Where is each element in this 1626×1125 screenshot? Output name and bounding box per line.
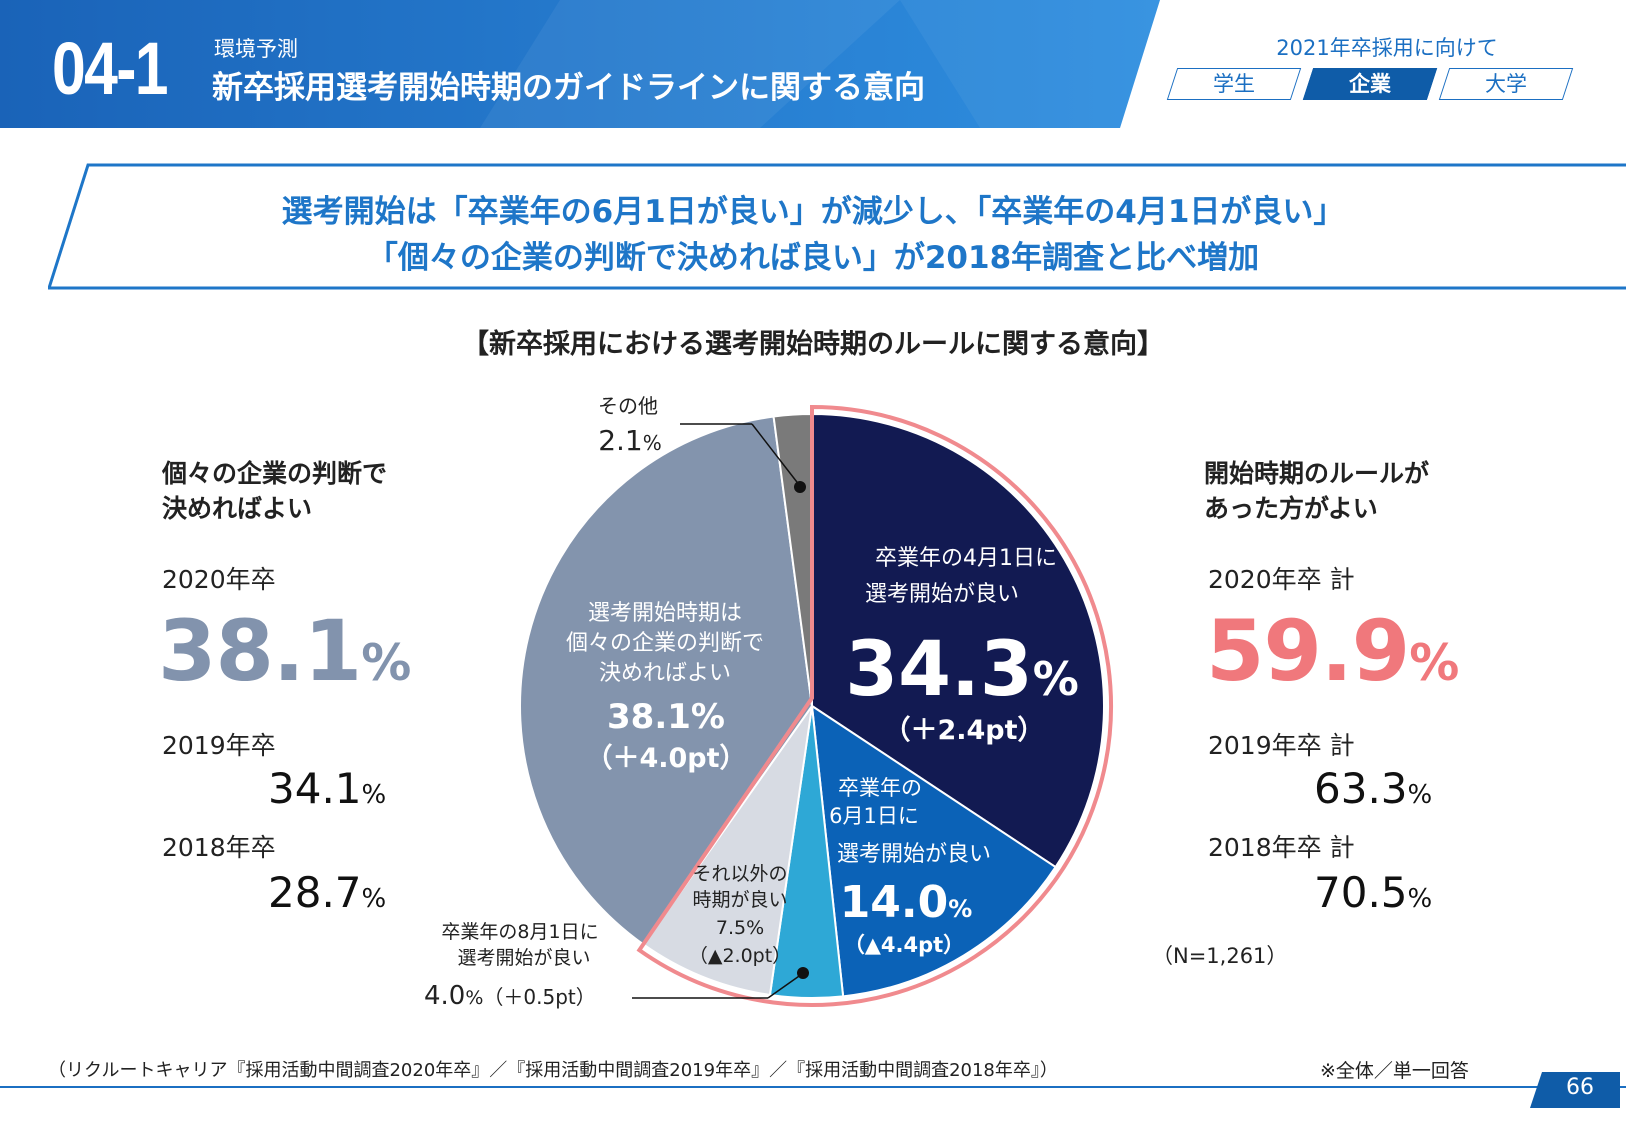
slice-other-label: その他 xyxy=(598,394,658,418)
left-value-2020: 38.1% xyxy=(158,606,411,708)
slice-june xyxy=(810,703,1057,998)
leader-line-aug-diag xyxy=(767,973,803,999)
slice-jun-label-3: 選考開始が良い xyxy=(837,842,991,867)
slice-company-label-1: 選考開始時期は xyxy=(588,601,742,626)
left-value-2019-unit: % xyxy=(361,780,387,810)
slice-aug-value-number: 4.0 xyxy=(424,981,465,1011)
left-value-2018-unit: % xyxy=(361,884,387,914)
left-heading-line-2: 決めればよい xyxy=(162,494,313,523)
tab-company-label: 企業 xyxy=(1349,72,1391,96)
slice-other-value-number: 2.1 xyxy=(598,424,643,457)
slice-company-label-2: 個々の企業の判断で xyxy=(566,631,764,656)
slice-other-value-unit: % xyxy=(643,431,662,455)
left-value-2020-unit: % xyxy=(361,634,411,692)
left-summary-heading: 個々の企業の判断で 決めればよい xyxy=(162,456,387,526)
left-value-2020-number: 38.1 xyxy=(158,602,362,700)
rule-group-outline xyxy=(636,404,1113,1007)
slice-jun-value: 14.0% xyxy=(840,877,973,928)
header-band xyxy=(0,0,1160,128)
left-year-2020: 2020年卒 xyxy=(162,565,276,594)
right-value-2020: 59.9% xyxy=(1206,606,1459,708)
slice-aug-label-1: 卒業年の8月1日に xyxy=(441,921,598,943)
slice-apr-value: 34.3% xyxy=(845,624,1079,713)
right-value-2019-number: 63.3 xyxy=(1314,764,1408,813)
context-label: 2021年卒採用に向けて xyxy=(1276,36,1498,60)
answer-note: ※全体／単一回答 xyxy=(1320,1060,1469,1082)
right-value-2018: 70.5% xyxy=(1314,870,1432,922)
right-value-2018-number: 70.5 xyxy=(1314,868,1408,917)
source-note: （リクルートキャリア『採用活動中間調査2020年卒』／『採用活動中間調査2019… xyxy=(48,1060,1058,1081)
slice-jun-value-unit: % xyxy=(948,895,972,923)
slice-jun-label-1: 卒業年の xyxy=(838,776,922,800)
slice-othertime-label-1: それ以外の xyxy=(692,863,787,885)
slice-company-change: （＋4.0pt） xyxy=(585,743,746,774)
right-year-2018: 2018年卒 計 xyxy=(1208,833,1355,862)
left-value-2019-number: 34.1 xyxy=(268,764,362,813)
tab-university-label: 大学 xyxy=(1485,72,1527,96)
leader-dot-other xyxy=(794,481,806,493)
slice-aug-label-2: 選考開始が良い xyxy=(457,947,590,969)
slice-apr-value-number: 34.3 xyxy=(845,624,1033,713)
left-value-2019: 34.1% xyxy=(268,766,386,818)
slice-aug-change: （＋0.5pt） xyxy=(483,985,595,1009)
page-number: 66 xyxy=(1566,1075,1594,1100)
right-year-2020: 2020年卒 計 xyxy=(1208,565,1355,594)
right-year-2019: 2019年卒 計 xyxy=(1208,731,1355,760)
left-value-2018-number: 28.7 xyxy=(268,868,362,917)
slice-jun-label-2: 6月1日に xyxy=(829,804,919,828)
slice-other-value: 2.1% xyxy=(598,424,662,457)
left-year-2018: 2018年卒 xyxy=(162,833,276,862)
headline-line-1: 選考開始は「卒業年の6月1日が良い」が減少し、「卒業年の4月1日が良い」 xyxy=(281,194,1345,230)
right-value-2019: 63.3% xyxy=(1314,766,1432,818)
page-badge xyxy=(1530,1072,1620,1108)
right-value-2020-unit: % xyxy=(1409,634,1459,692)
slice-apr-value-unit: % xyxy=(1033,652,1079,706)
leader-dot-aug xyxy=(797,967,809,979)
slice-jun-change: （▲4.4pt） xyxy=(844,933,964,957)
slice-othertime-label-2: 時期が良い xyxy=(692,889,787,911)
tab-student[interactable]: 学生 xyxy=(1166,68,1302,100)
slice-aug-value: 4.0%（＋0.5pt） xyxy=(424,981,596,1011)
section-category: 環境予測 xyxy=(214,37,298,61)
tab-university[interactable]: 大学 xyxy=(1438,68,1574,100)
right-heading-line-2: あった方がよい xyxy=(1204,494,1378,523)
sample-size: （N=1,261） xyxy=(1152,944,1288,968)
left-heading-line-1: 個々の企業の判断で xyxy=(162,459,388,488)
right-value-2019-unit: % xyxy=(1407,780,1433,810)
leader-line-other-diag xyxy=(751,423,801,487)
slice-apr-label-2: 選考開始が良い xyxy=(865,582,1019,607)
slice-company-value: 38.1% xyxy=(607,697,725,737)
tab-company[interactable]: 企業 xyxy=(1302,68,1438,100)
slice-othertime-value: 7.5% xyxy=(716,917,764,939)
left-value-2018: 28.7% xyxy=(268,870,386,922)
slice-jun-value-number: 14.0 xyxy=(840,877,949,928)
right-value-2020-number: 59.9 xyxy=(1206,602,1410,700)
footer-rule xyxy=(0,1086,1626,1088)
slice-company-judgment xyxy=(519,415,814,946)
headline-box xyxy=(48,163,1626,290)
section-title: 新卒採用選考開始時期のガイドラインに関する意向 xyxy=(212,70,925,106)
slice-other-timing xyxy=(641,705,813,997)
right-heading-line-1: 開始時期のルールが xyxy=(1204,459,1430,488)
left-year-2019: 2019年卒 xyxy=(162,731,276,760)
slice-othertime-change: （▲2.0pt） xyxy=(689,945,791,967)
section-number: 04-1 xyxy=(52,27,169,110)
slice-apr-label-1: 卒業年の4月1日に xyxy=(875,546,1057,571)
headline-line-2: 「個々の企業の判断で決めれば良い」が2018年調査と比べ増加 xyxy=(366,240,1260,276)
tab-student-label: 学生 xyxy=(1213,72,1255,96)
chart-title: 【新卒採用における選考開始時期のルールに関する意向】 xyxy=(462,329,1164,360)
slice-apr-change: （＋2.4pt） xyxy=(883,715,1044,746)
right-value-2018-unit: % xyxy=(1407,884,1433,914)
slice-aug-value-unit: % xyxy=(465,987,483,1009)
right-summary-heading: 開始時期のルールが あった方がよい xyxy=(1204,456,1429,526)
slice-company-label-3: 決めればよい xyxy=(599,661,731,686)
